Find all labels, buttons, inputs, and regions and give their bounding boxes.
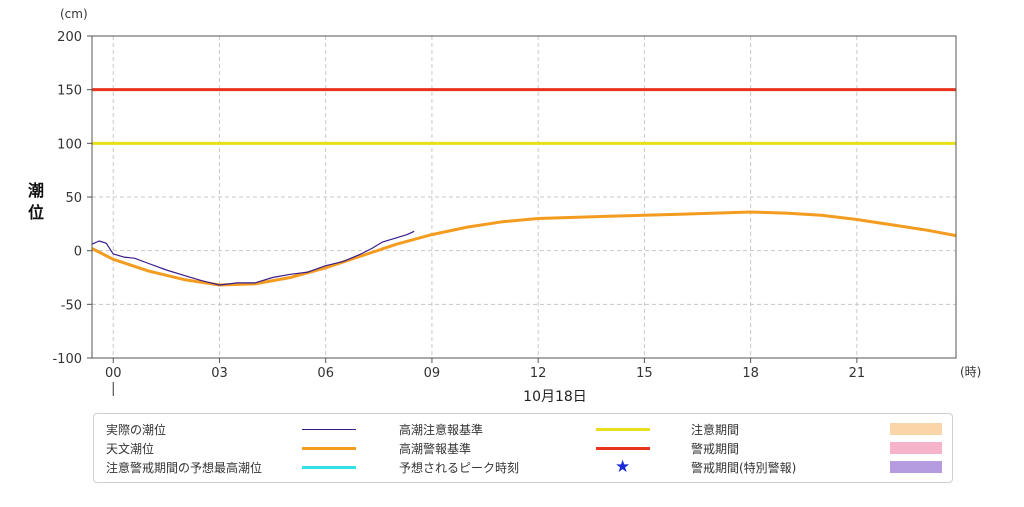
x-tick-label: 06	[317, 366, 334, 381]
legend-label: 警戒期間(特別警報)	[691, 460, 797, 475]
legend: 実際の潮位 天文潮位 注意警戒期間の予想最高潮位 高潮注意報基準 高潮警報基準 …	[93, 413, 953, 483]
tide-chart: (cm) (時) 潮 位 10月18日 200 150 100 50 0 -50 -100 0…	[28, 7, 981, 405]
legend-symbol-actual-tide	[302, 429, 356, 430]
x-tick-label: 18	[742, 366, 759, 381]
legend-item-forecast-max: 注意警戒期間の予想最高潮位	[106, 458, 262, 476]
y-tick-label: 0	[74, 245, 82, 260]
x-unit-label: (時)	[960, 365, 981, 379]
legend-label: 注意期間	[691, 422, 740, 437]
legend-item-actual-tide: 実際の潮位	[106, 420, 166, 438]
legend-symbol-special-warning-period	[890, 461, 942, 473]
y-axis-label-char1: 潮	[28, 181, 44, 200]
legend-label: 高潮注意報基準	[399, 422, 484, 437]
date-label: 10月18日	[523, 389, 587, 405]
actual-tide-line	[91, 230, 415, 286]
legend-symbol-advisory-period	[890, 423, 942, 435]
y-tick-label: 100	[57, 137, 82, 152]
y-axis-label-char2: 位	[28, 203, 44, 222]
legend-label: 天文潮位	[106, 441, 155, 456]
legend-item-advisory-standard: 高潮注意報基準	[399, 420, 483, 438]
x-tick-label: 21	[849, 366, 866, 381]
legend-symbol-warning-period	[890, 442, 942, 454]
y-tick-label: -100	[52, 352, 82, 367]
y-tick-label: -50	[61, 298, 82, 313]
legend-label: 高潮警報基準	[399, 441, 472, 456]
threshold-lines	[92, 88, 956, 145]
legend-label: 予想されるピーク時刻	[399, 460, 520, 475]
x-tick-label: 15	[636, 366, 653, 381]
legend-symbol-warning-standard	[596, 447, 650, 450]
y-unit-label: (cm)	[60, 7, 88, 21]
legend-symbol-advisory-standard	[596, 428, 650, 431]
y-tick-label: 200	[57, 30, 82, 45]
x-tick-label: 12	[530, 366, 547, 381]
legend-symbol-astronomical-tide	[302, 447, 356, 450]
y-tick-label: 150	[57, 84, 82, 99]
axes	[87, 35, 957, 396]
legend-label: 警戒期間	[691, 441, 740, 456]
legend-item-warning-standard: 高潮警報基準	[399, 439, 471, 457]
tick-labels: 200 150 100 50 0 -50 -100 00 03 06 09 12 15 18 21	[52, 30, 865, 381]
star-icon: ★	[615, 457, 631, 477]
plot-frame	[91, 35, 957, 359]
series-lines	[91, 210, 957, 287]
grid	[92, 36, 956, 358]
legend-item-peak-time: 予想されるピーク時刻	[399, 458, 519, 476]
legend-symbol-forecast-max	[302, 466, 356, 469]
legend-label: 注意警戒期間の予想最高潮位	[106, 460, 263, 475]
legend-item-warning-period: 警戒期間	[691, 439, 739, 457]
x-tick-label: 03	[211, 366, 228, 381]
legend-item-astronomical-tide: 天文潮位	[106, 439, 154, 457]
y-tick-label: 50	[65, 191, 82, 206]
x-tick-label: 00	[105, 366, 122, 381]
x-tick-label: 09	[424, 366, 441, 381]
legend-label: 実際の潮位	[106, 422, 167, 437]
astronomical-tide-line	[91, 210, 957, 287]
legend-item-special-warning-period: 警戒期間(特別警報)	[691, 458, 796, 476]
legend-item-advisory-period: 注意期間	[691, 420, 739, 438]
